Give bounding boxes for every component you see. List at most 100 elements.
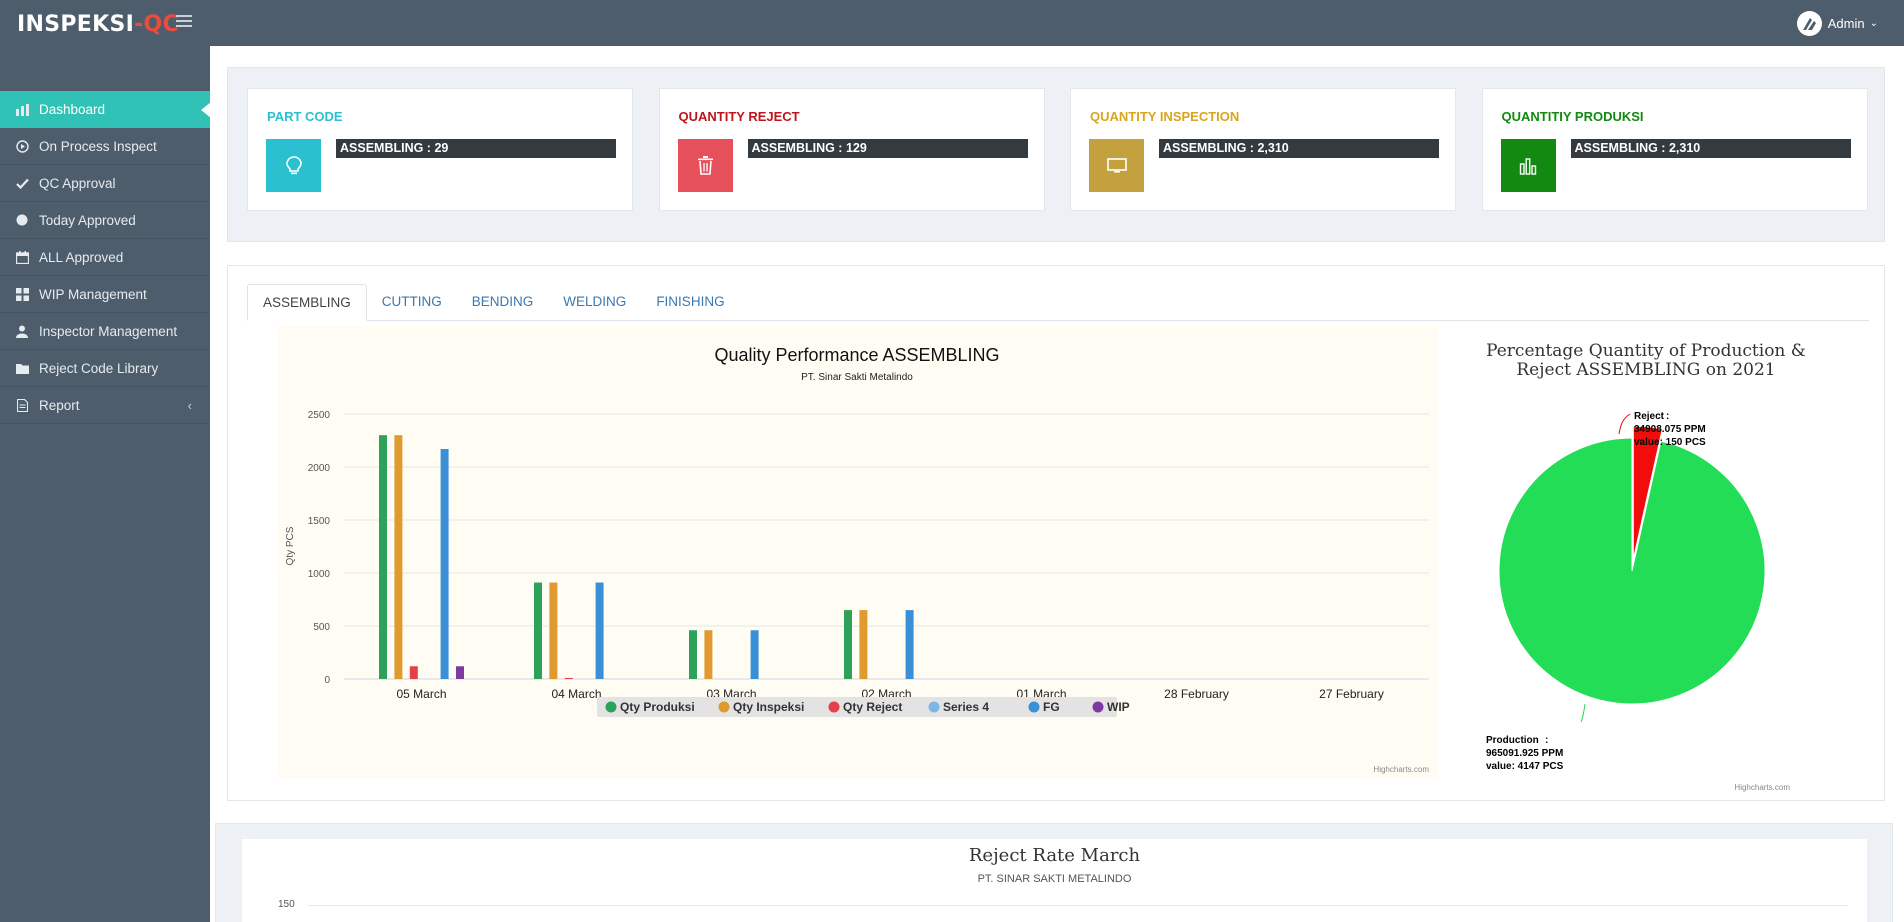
pie-slice-reject[interactable] <box>1632 425 1663 560</box>
connector <box>1580 703 1586 723</box>
legend-marker <box>928 701 940 713</box>
pie-slice-production[interactable] <box>1498 437 1766 705</box>
chart-title: Quality Performance ASSEMBLING <box>714 345 999 365</box>
sidebar-item-inspector-management[interactable]: Inspector Management <box>0 313 210 350</box>
sidebar-item-today-approved[interactable]: Today Approved <box>0 202 210 239</box>
sidebar-item-label: Inspector Management <box>39 323 178 339</box>
production-data-label: Production 965091.925 PPM value: 4147 PCS <box>1486 735 1564 772</box>
menu-toggle-icon[interactable] <box>176 15 192 28</box>
check-icon <box>15 176 29 190</box>
bar-qty-produksi[interactable] <box>689 630 697 679</box>
file-icon <box>15 398 29 412</box>
quantity-inspection-card: QUANTITY INSPECTION ASSEMBLING : 2,310 <box>1070 88 1456 211</box>
sidebar-item-report[interactable]: Report ‹ <box>0 387 210 424</box>
app-logo[interactable]: INSPEKSI-QC <box>17 12 179 37</box>
sidebar: Dashboard On Process Inspect QC Approval To… <box>0 46 211 922</box>
sidebar-nav: Dashboard On Process Inspect QC Approval To… <box>0 91 211 424</box>
tab-bending[interactable]: BENDING <box>471 294 534 309</box>
sidebar-item-label: Today Approved <box>39 212 136 228</box>
x-tick-label: 05 March <box>396 687 446 701</box>
tab-welding[interactable]: WELDING <box>563 294 627 309</box>
legend-item-wip[interactable]: WIP <box>1092 700 1130 714</box>
sidebar-item-wip-management[interactable]: WIP Management <box>0 276 210 313</box>
bar-qty-produksi[interactable] <box>844 610 852 679</box>
y-tick-label: 2500 <box>308 410 331 421</box>
sidebar-item-label: Dashboard <box>39 102 106 117</box>
tab-finishing[interactable]: FINISHING <box>656 294 725 309</box>
bar-qty-produksi[interactable] <box>534 582 542 679</box>
top-bar: INSPEKSI-QC Admin ⌄ <box>0 0 1904 46</box>
user-icon <box>15 324 29 338</box>
logo-accent-text: QC <box>143 12 179 37</box>
sidebar-item-on-process-inspect[interactable]: On Process Inspect <box>0 128 210 165</box>
bar-qty-inspeksi[interactable] <box>549 582 558 679</box>
reject-rate-subtitle: PT. SINAR SAKTI METALINDO <box>977 873 1132 885</box>
bar-fg[interactable] <box>905 610 914 679</box>
legend-marker <box>828 701 840 713</box>
sidebar-item-label: QC Approval <box>39 175 116 191</box>
sidebar-item-label: Reject Code Library <box>39 360 159 376</box>
bar-qty-reject[interactable] <box>564 677 573 679</box>
gridline <box>308 905 1848 906</box>
y-tick-label: 1500 <box>308 516 331 527</box>
pie-title-line2: Reject ASSEMBLING on 2021 <box>1516 360 1775 380</box>
legend-item-fg[interactable]: FG <box>1028 700 1060 714</box>
bar-qty-inspeksi[interactable] <box>859 610 868 679</box>
reject-rate-panel: Reject Rate March PT. SINAR SAKTI METALI… <box>215 823 1893 922</box>
reject-label-name: Reject <box>1634 411 1665 422</box>
production-label-ppm: 965091.925 PPM <box>1486 748 1563 759</box>
calendar-icon <box>15 250 29 264</box>
sidebar-item-dashboard[interactable]: Dashboard <box>0 91 211 128</box>
pie-title-line1: Percentage Quantity of Production & <box>1486 341 1806 361</box>
tab-assembling[interactable]: ASSEMBLING <box>247 284 367 321</box>
sidebar-item-reject-code-library[interactable]: Reject Code Library <box>0 350 210 387</box>
legend-marker <box>718 701 730 713</box>
stat-title: QUANTITY INSPECTION <box>1090 109 1240 124</box>
tab-cutting[interactable]: CUTTING <box>381 294 442 309</box>
label-colon: : <box>1666 411 1669 422</box>
y-tick-label: 500 <box>313 622 330 633</box>
bar-qty-produksi[interactable] <box>379 435 387 679</box>
bar-fg[interactable] <box>440 448 449 679</box>
legend-marker <box>605 701 617 713</box>
trash-icon <box>677 139 733 192</box>
user-name: Admin <box>1827 16 1865 31</box>
stat-title: QUANTITIY PRODUKSI <box>1501 109 1644 124</box>
y-tick-label: 150 <box>278 899 295 910</box>
bar-wip[interactable] <box>456 666 464 679</box>
stat-title: QUANTITY REJECT <box>678 109 800 124</box>
quantity-reject-card: QUANTITY REJECT ASSEMBLING : 129 <box>658 88 1045 211</box>
sidebar-item-all-approved[interactable]: ALL Approved <box>0 239 210 276</box>
stat-value: ASSEMBLING : 129 <box>747 139 1028 158</box>
legend-item-series-4[interactable]: Series 4 <box>928 700 990 714</box>
legend-label: Qty Produksi <box>620 700 695 714</box>
bar-fg[interactable] <box>595 582 604 679</box>
production-label-value_label: value: 4147 PCS <box>1486 761 1564 772</box>
reject-label-ppm: 34908.075 PPM <box>1634 424 1706 435</box>
quantity-produksi-card: QUANTITIY PRODUKSI ASSEMBLING : 2,310 <box>1481 88 1868 211</box>
chart-subtitle: PT. Sinar Sakti Metalindo <box>801 372 913 383</box>
legend-item-qty-produksi[interactable]: Qty Produksi <box>605 700 695 714</box>
folder-icon <box>15 361 29 375</box>
sidebar-item-label: On Process Inspect <box>39 138 157 154</box>
legend-background <box>597 697 1117 717</box>
sidebar-item-label: Report <box>39 397 80 413</box>
bar-qty-inspeksi[interactable] <box>394 435 403 679</box>
highcharts-credit[interactable]: Highcharts.com <box>1373 765 1429 774</box>
y-axis-label: Qty PCS <box>285 526 296 565</box>
main-content: PART CODE ASSEMBLING : 29 QUANTITY REJECT A… <box>210 46 1904 922</box>
chevron-down-icon: ⌄ <box>1869 18 1878 29</box>
bar-chart-svg: Quality Performance ASSEMBLING PT. Sinar … <box>285 345 1429 774</box>
bar-qty-inspeksi[interactable] <box>704 630 713 679</box>
legend-item-qty-reject[interactable]: Qty Reject <box>828 700 903 714</box>
sidebar-item-label: WIP Management <box>39 286 147 302</box>
user-menu[interactable]: Admin ⌄ <box>1796 11 1878 36</box>
legend-item-qty-inspeksi[interactable]: Qty Inspeksi <box>718 700 805 714</box>
legend-label: FG <box>1043 700 1060 714</box>
bar-fg[interactable] <box>750 630 759 679</box>
x-tick-label: 28 February <box>1164 687 1229 701</box>
highcharts-credit[interactable]: Highcharts.com <box>1734 783 1790 792</box>
reject-rate-chart: Reject Rate March PT. SINAR SAKTI METALI… <box>242 839 1867 922</box>
bar-qty-reject[interactable] <box>409 666 418 679</box>
sidebar-item-qc-approval[interactable]: QC Approval <box>0 165 210 202</box>
